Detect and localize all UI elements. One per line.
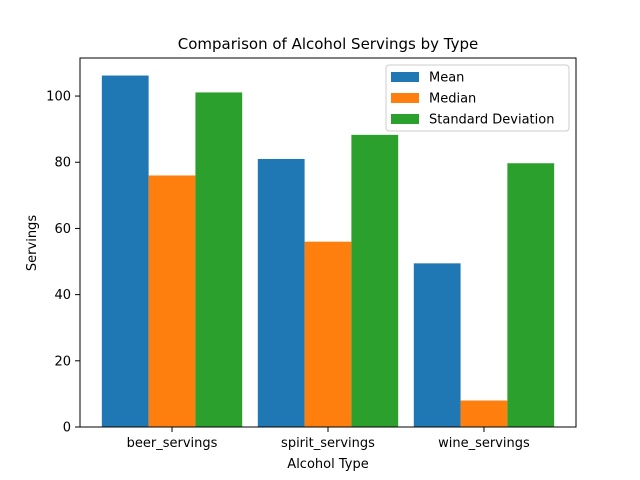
y-tick-label: 100 [46, 90, 71, 105]
bars-layer [101, 75, 555, 428]
legend-label-median: Median [429, 92, 476, 107]
y-tick-label: 0 [63, 421, 71, 436]
y-tick-label: 20 [54, 354, 71, 369]
legend: Mean Median Standard Deviation [385, 64, 570, 132]
x-tick-label: wine_servings [438, 436, 530, 451]
x-axis: beer_servings spirit_servings wine_serving… [127, 427, 530, 451]
chart-title: Comparison of Alcohol Servings by Type [178, 35, 478, 53]
bar-median-spirit-servings [304, 241, 352, 427]
legend-label-mean: Mean [429, 71, 464, 86]
bar-median-wine-servings [460, 400, 508, 427]
y-axis-label: Servings [25, 215, 40, 271]
x-tick-label: spirit_servings [281, 436, 375, 451]
y-tick-label: 80 [54, 156, 71, 171]
x-tick-label: beer_servings [127, 436, 218, 451]
bar-mean-beer-servings [101, 75, 149, 427]
legend-swatch-mean [391, 72, 419, 82]
legend-swatch-standard-deviation [391, 114, 419, 124]
y-tick-label: 60 [54, 222, 71, 237]
bar-mean-spirit-servings [257, 158, 305, 427]
bar-standard-deviation-spirit-servings [351, 134, 399, 427]
bar-standard-deviation-beer-servings [195, 92, 243, 428]
y-axis: 0 20 40 60 80 100 [46, 90, 80, 436]
legend-label-standard-deviation: Standard Deviation [429, 113, 554, 128]
bar-mean-wine-servings [413, 263, 461, 427]
legend-box [385, 64, 570, 132]
legend-swatch-median [391, 93, 419, 103]
x-axis-label: Alcohol Type [287, 457, 368, 472]
bar-standard-deviation-wine-servings [507, 163, 555, 428]
y-tick-label: 40 [54, 288, 71, 303]
bar-median-beer-servings [148, 175, 196, 427]
